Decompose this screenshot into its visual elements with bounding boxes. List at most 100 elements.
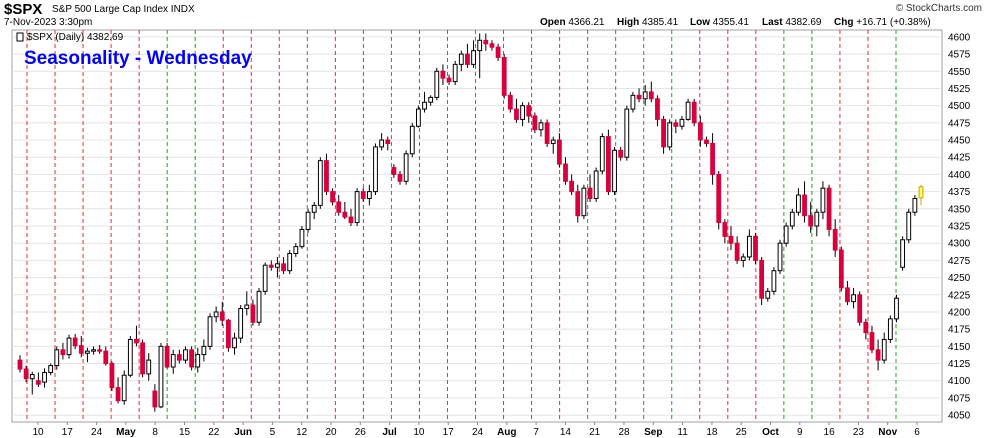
x-tick-label: 10 [32,427,44,438]
candle-body [66,337,72,356]
candle-body [23,368,29,380]
candle-body [250,304,256,323]
y-tick-label: 4425 [948,153,971,164]
candle-body [501,57,507,96]
candle-body [477,39,483,52]
candle-body [845,287,850,303]
y-tick-label: 4375 [948,187,971,198]
candle-body [60,349,66,356]
candle-body [403,153,409,182]
candle-body [458,53,464,65]
candle-body [152,390,158,408]
candle-body [213,311,219,318]
y-axis: 4050 4075 4100 4125 4150 4175 4200 4225 4250 4275… [948,32,971,421]
candle-body [581,187,587,217]
candle-body [72,337,78,347]
x-tick-label: 17 [62,427,74,438]
candle-body [483,39,489,45]
y-tick-label: 4400 [948,170,971,181]
candle-body [887,318,893,340]
candle-body [348,216,354,224]
candle-body [35,380,41,385]
candle-body [275,263,280,268]
candle-body [219,311,225,321]
candle-body [587,187,593,199]
y-tick-label: 4350 [948,204,971,215]
candle-body [918,186,924,199]
candle-body [704,139,709,144]
x-tick-label: 26 [355,427,367,438]
candle-body [648,91,654,100]
candle-body [158,345,164,408]
candle-body [612,149,617,193]
candle-body [875,349,881,361]
candle-body [201,345,207,356]
candle-body [354,191,360,224]
candle-body [642,91,648,100]
candle-body [869,332,875,351]
x-tick-label: 10 [413,427,425,438]
candle-body [336,201,342,213]
candle-body [366,191,372,199]
candle-body [434,70,440,98]
candle-body [54,349,60,367]
candle-body [759,259,765,299]
chart-title: Seasonality - Wednesday [24,48,252,69]
y-tick-label: 4550 [948,67,971,78]
candle-body [851,294,856,303]
candle-body [685,101,691,120]
x-tick-label: 24 [91,427,103,438]
candle-body [207,316,213,347]
last-label: Last [762,17,783,28]
candle-body [299,228,305,248]
candle-body [109,363,115,389]
candle-body [881,338,887,361]
y-tick-label: 4450 [948,136,971,147]
candle-body [183,349,188,361]
candle-body [48,365,54,373]
y-tick-label: 4325 [948,222,971,233]
open-label: Open [540,17,566,28]
candle-body [281,263,286,272]
candle-body [397,173,403,182]
x-tick-label: 23 [853,427,865,438]
candle-body [42,371,47,383]
candle-body [428,96,434,103]
x-tick-label: May [116,427,136,438]
candle-body [532,115,538,131]
candle-body [317,160,323,206]
candle-body [507,94,513,110]
candle-body [446,77,452,83]
candle-body [514,108,519,120]
candle-body [140,342,145,375]
candle-body [391,167,397,175]
candle-body [814,211,820,227]
candle-body [832,228,838,251]
x-tick-label: 28 [618,427,630,438]
y-tick-label: 4525 [948,84,971,95]
candle-body [489,43,495,48]
candle-body [256,290,262,323]
candle-body [379,139,385,148]
open-value: 4366.21 [568,17,605,28]
candle-body [765,290,771,299]
candle-body [134,338,139,344]
candle-body [655,98,660,120]
candle-body [753,235,758,261]
candle-body [225,319,231,349]
last-value: 4382.69 [785,17,822,28]
high-label: High [617,17,640,28]
candle-body [78,345,84,354]
x-tick-label: 6 [914,427,920,438]
candle-body [563,163,568,182]
x-tick-label: 18 [706,427,718,438]
y-tick-label: 4150 [948,342,971,353]
candles [17,33,924,412]
candle-body [29,374,35,380]
chart-date: 7-Nov-2023 3:30pm [4,17,93,28]
x-tick-label: 20 [325,427,337,438]
candle-body [164,345,170,368]
candle-body [630,94,636,110]
x-tick-label: 24 [472,427,484,438]
